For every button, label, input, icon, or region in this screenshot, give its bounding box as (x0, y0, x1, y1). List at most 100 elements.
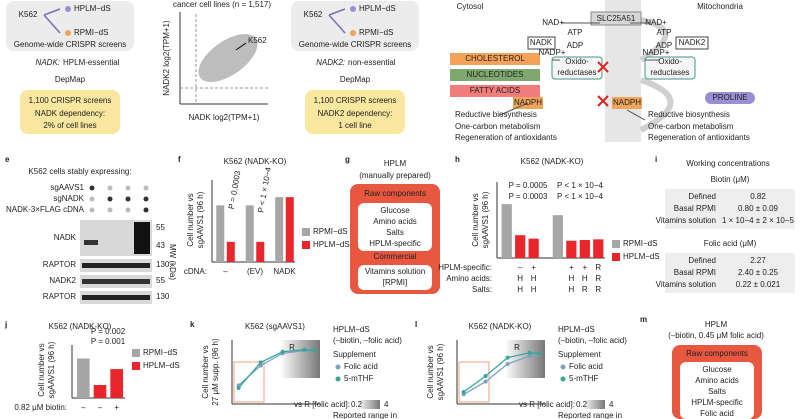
bar (216, 205, 225, 262)
label: Salts (386, 228, 404, 237)
chart-title: K562 (NADK-KO) (224, 157, 287, 166)
label: Glucose (702, 365, 732, 374)
product-box (705, 92, 755, 104)
chart-title: K562 (sgAAVS1) (245, 322, 305, 331)
panel-label: i (655, 155, 657, 164)
dot (89, 207, 95, 213)
label: reductases (557, 68, 596, 77)
bar (528, 238, 539, 258)
label: NADPH (613, 98, 641, 107)
legend-dot (560, 376, 566, 382)
point (483, 374, 488, 378)
oxidoreductase-box (644, 56, 696, 80)
label: P < 1 × 10−4 (256, 166, 273, 213)
bar (552, 215, 563, 258)
label: Reported range in (333, 411, 397, 419)
panel-label: l (415, 320, 417, 329)
label: Biotin (μM) (711, 175, 750, 184)
dot (107, 207, 113, 213)
label: DepMap (340, 75, 371, 84)
label: NADK (530, 38, 553, 47)
label: ATP (657, 28, 672, 37)
dot (143, 185, 149, 191)
label: 130 (156, 292, 170, 301)
label: (EV) (247, 267, 263, 276)
label: sgAAVS1 (96 h) (481, 191, 490, 248)
label: RAPTOR (43, 260, 76, 269)
dot (107, 185, 113, 191)
nadph-box (612, 97, 642, 109)
dot (125, 185, 131, 191)
label: 0.80 ± 0.09 (738, 204, 779, 213)
label: P = 0.0005 (509, 181, 548, 190)
bar (501, 204, 512, 258)
label: Cell number vs (186, 193, 195, 246)
icon (350, 30, 356, 36)
label: RPMI−dS (74, 28, 108, 37)
label: RPMI−dS (313, 227, 347, 236)
label: Supplement (558, 350, 601, 359)
connector (43, 8, 61, 34)
label: Salts (708, 387, 726, 396)
result: non-essential (348, 58, 396, 67)
product-box (450, 53, 540, 65)
label: Reported range in (558, 411, 622, 419)
label: HPLM-specific (691, 398, 743, 407)
label: P = 0.002 (91, 327, 126, 336)
label: 0.82 (750, 192, 766, 201)
label: Cell number vs (471, 193, 480, 246)
label: H (582, 274, 588, 283)
blot-dots (89, 185, 149, 213)
panel-label: e (5, 155, 10, 164)
label: RPMI−dS (623, 239, 657, 248)
label: 1 cell line (338, 121, 372, 130)
info-box (305, 90, 405, 134)
dot (107, 196, 113, 202)
label: Basal RPMI (674, 268, 716, 277)
label: + (531, 263, 536, 272)
label: NAD+ (542, 18, 564, 27)
icon (65, 6, 71, 12)
label: – (223, 267, 228, 276)
label: sgAAVS1 (96 h) (47, 341, 56, 398)
label: (–biotin, –folic acid) (558, 336, 627, 345)
bar (226, 241, 235, 262)
point (280, 349, 285, 354)
legend-swatch (132, 349, 140, 357)
icon (350, 6, 356, 12)
point (483, 379, 488, 384)
label: RPMI−dS (143, 348, 177, 357)
label: 2.40 ± 0.25 (738, 268, 779, 277)
label: NUCLEOTIDES (467, 70, 524, 79)
label: Basal RPMI (674, 204, 716, 213)
label: 4 (609, 400, 614, 409)
label: NADK (54, 233, 77, 242)
label: NADK2 (49, 276, 76, 285)
chart-title: K562 (NADK-KO) (521, 157, 584, 166)
point (258, 363, 263, 368)
label: Defined (688, 256, 716, 265)
point (505, 362, 510, 366)
label: Commercial (374, 252, 417, 261)
label: P = 0.0003 (227, 170, 243, 210)
panel-label: m (640, 315, 647, 324)
label: 0.2 (576, 400, 588, 409)
region (505, 340, 545, 378)
bar (285, 197, 294, 262)
label: NADP+ (643, 48, 670, 57)
label: HPLM−dS (313, 240, 350, 249)
label: Glucose (380, 206, 410, 215)
transporter (590, 11, 642, 26)
label: P < 1 × 10−4 (557, 192, 603, 201)
product-box (450, 69, 540, 81)
label: R (595, 263, 601, 272)
label: 2% of cell lines (43, 121, 96, 130)
legend-dot (560, 364, 566, 370)
label: Folic acid (μM) (704, 239, 757, 248)
legend-swatch (612, 253, 620, 261)
label: 43 (156, 241, 165, 250)
label: H (517, 285, 523, 294)
point (312, 348, 317, 353)
